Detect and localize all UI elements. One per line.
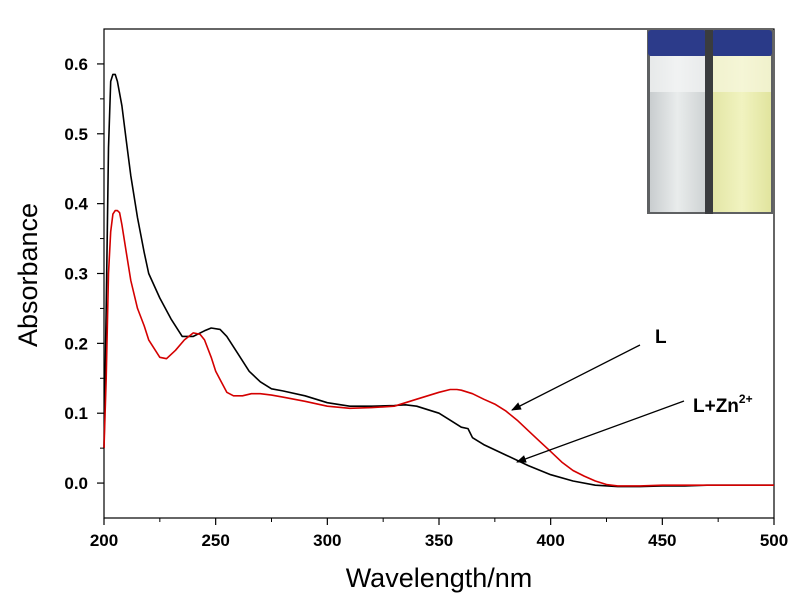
vial-cap-right	[712, 30, 772, 56]
axes-layer: 200 250 300 350 400 450 500 0.0 0.1 0.2 0.3 0.4 0.5 0…	[64, 55, 788, 550]
vial-cap-left	[648, 30, 706, 56]
annotations: L L+Zn2+	[511, 327, 753, 463]
annotation-label-L: L	[655, 327, 667, 348]
series-line-L	[103, 73, 774, 488]
x-tick-label: 500	[760, 531, 788, 550]
vials-photo-inset	[647, 30, 773, 214]
y-tick-label: 0.5	[64, 125, 88, 144]
x-tick-label: 400	[536, 531, 564, 550]
x-tick-label: 450	[648, 531, 676, 550]
x-tick-label: 200	[90, 531, 118, 550]
vial-left-neck	[650, 56, 705, 92]
series-layer	[103, 73, 774, 488]
series-line-L-Zn	[103, 209, 774, 487]
x-axis-title: Wavelength/nm	[346, 563, 533, 593]
annotation-arrow-L	[511, 344, 641, 411]
x-tick-label: 300	[313, 531, 341, 550]
y-tick-label: 0.1	[64, 404, 88, 423]
x-tick-label: 250	[201, 531, 229, 550]
y-tick-label: 0.6	[64, 55, 88, 74]
y-axis-title: Absorbance	[13, 203, 43, 347]
y-tick-label: 0.4	[64, 195, 88, 214]
y-tick-label: 0.2	[64, 334, 88, 353]
y-tick-label: 0.3	[64, 265, 88, 284]
annotation-label-LZn: L+Zn2+	[693, 392, 753, 417]
vial-right-neck	[713, 56, 771, 92]
vial-gap	[705, 30, 713, 214]
y-tick-label: 0.0	[64, 474, 88, 493]
x-tick-label: 350	[425, 531, 453, 550]
annotation-arrow-LZn	[516, 400, 685, 463]
